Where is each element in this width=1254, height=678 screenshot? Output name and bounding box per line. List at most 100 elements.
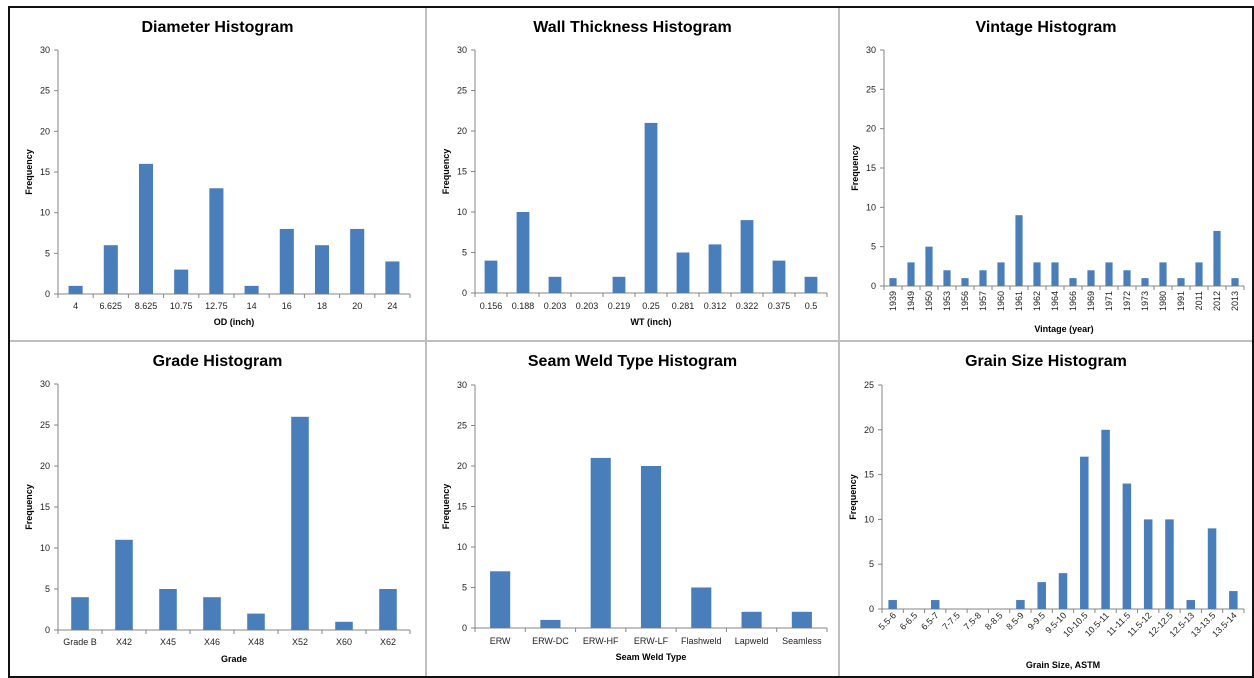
histogram-bar [174, 269, 189, 294]
histogram-bar [385, 261, 400, 294]
x-tick-label: 0.5 [805, 301, 818, 311]
x-tick-label: 2012 [1212, 291, 1222, 311]
histogram-bar [484, 260, 498, 293]
y-axis-label: Frequency [441, 484, 451, 530]
y-tick-label: 25 [40, 86, 50, 96]
histogram-bar [590, 457, 611, 628]
chart-title: Wall Thickness Histogram [533, 19, 732, 36]
histogram-bar [516, 212, 530, 293]
y-tick-label: 20 [40, 461, 50, 471]
histogram-bar [1037, 582, 1046, 609]
histogram-bar [548, 276, 562, 293]
y-axis-label: Frequency [24, 149, 34, 195]
histogram-bar [997, 262, 1005, 286]
histogram-bar [943, 270, 951, 286]
y-tick-label: 5 [869, 559, 874, 569]
histogram-bar [804, 276, 818, 293]
histogram-bar [979, 270, 987, 286]
y-tick-label: 5 [462, 583, 467, 593]
x-tick-label: 1972 [1122, 291, 1132, 311]
x-tick-label: ERW-HF [583, 636, 619, 646]
x-axis-label: WT (inch) [631, 317, 672, 327]
y-axis-label: Frequency [441, 149, 451, 195]
vintage-histogram-panel: Vintage Histogram 0 5 10 15 20 25 30 Frequency 19… [840, 8, 1252, 340]
histogram-bar [314, 245, 330, 294]
chart-title: Diameter Histogram [141, 19, 293, 36]
histogram-bar [1195, 262, 1203, 286]
x-tick-label: ERW [490, 636, 511, 646]
histogram-bar [279, 228, 294, 294]
x-tick-label: 0.322 [736, 301, 759, 311]
y-tick-label: 10 [457, 542, 467, 552]
x-axis-label: Vintage (year) [1034, 324, 1093, 334]
x-tick-label: 1973 [1140, 291, 1150, 311]
histogram-bar [1229, 591, 1238, 609]
wall-thickness-histogram-panel: Wall Thickness Histogram 0 5 10 15 20 25 30 Freq… [427, 8, 838, 340]
x-tick-label: 16 [282, 301, 292, 311]
diameter-histogram-panel: Diameter Histogram 0 5 10 15 20 25 30 Frequency 4… [10, 8, 425, 340]
histogram-bar [1105, 262, 1113, 286]
y-tick-label: 15 [864, 470, 874, 480]
y-tick-label: 30 [457, 45, 467, 55]
chart-title: Grade Histogram [153, 353, 283, 370]
x-tick-label: 0.203 [576, 301, 599, 311]
histogram-bar [68, 285, 83, 294]
x-tick-label: 20 [352, 301, 362, 311]
histogram-bar [640, 466, 662, 628]
histogram-chart: Grade Histogram 0 5 10 15 20 25 30 Frequency Grad… [24, 353, 411, 664]
x-tick-label: 1991 [1176, 291, 1186, 311]
histogram-bar [1087, 270, 1095, 286]
x-tick-label: 1971 [1104, 291, 1114, 311]
x-tick-label: 1961 [1014, 291, 1024, 311]
histogram-bar [1141, 278, 1149, 286]
histogram-bar [203, 597, 221, 630]
histogram-bar [925, 246, 933, 286]
x-tick-label: ERW-LF [634, 636, 669, 646]
x-tick-label: X45 [160, 637, 176, 647]
x-tick-label: 1953 [942, 291, 952, 311]
x-tick-label: Seamless [782, 636, 822, 646]
x-tick-label: 0.281 [672, 301, 695, 311]
histogram-bar [540, 619, 561, 628]
x-tick-label: 1960 [996, 291, 1006, 311]
histogram-bar [1186, 600, 1196, 609]
y-tick-label: 15 [457, 167, 467, 177]
histogram-chart: Grain Size Histogram 0 5 10 15 20 25 Frequency 5… [848, 353, 1245, 670]
x-tick-label: 24 [387, 301, 397, 311]
x-tick-label: X42 [116, 637, 132, 647]
x-tick-label: X60 [336, 637, 352, 647]
histogram-bar [1015, 215, 1023, 286]
histogram-bar [676, 252, 690, 293]
y-tick-label: 5 [871, 242, 876, 252]
y-tick-label: 0 [871, 281, 876, 291]
histogram-bar [961, 278, 969, 286]
histogram-bar [791, 611, 812, 628]
x-tick-label: 0.203 [544, 301, 567, 311]
histogram-bar [159, 589, 177, 630]
histogram-bar [708, 244, 722, 293]
histogram-bar [138, 163, 154, 294]
histogram-bar [115, 539, 133, 630]
y-tick-label: 20 [457, 126, 467, 136]
y-axis-label: Frequency [848, 474, 858, 520]
chart-title: Vintage Histogram [975, 19, 1116, 36]
y-tick-label: 0 [869, 604, 874, 614]
y-tick-label: 10 [457, 207, 467, 217]
y-tick-label: 10 [864, 514, 874, 524]
y-tick-label: 0 [45, 625, 50, 635]
y-tick-label: 30 [40, 379, 50, 389]
y-tick-label: 20 [866, 124, 876, 134]
x-tick-label: X48 [248, 637, 264, 647]
x-tick-label: 2011 [1194, 291, 1204, 310]
y-tick-label: 30 [457, 380, 467, 390]
y-tick-label: 15 [866, 163, 876, 173]
x-tick-label: 2013 [1230, 291, 1240, 311]
x-tick-label: 1950 [924, 291, 934, 311]
histogram-chart: Diameter Histogram 0 5 10 15 20 25 30 Frequency 4… [24, 19, 411, 327]
histogram-bar [907, 262, 915, 286]
y-tick-label: 0 [462, 623, 467, 633]
histogram-bar [644, 122, 658, 294]
x-tick-label: 6.625 [100, 301, 123, 311]
y-tick-label: 10 [40, 543, 50, 553]
y-tick-label: 30 [866, 45, 876, 55]
